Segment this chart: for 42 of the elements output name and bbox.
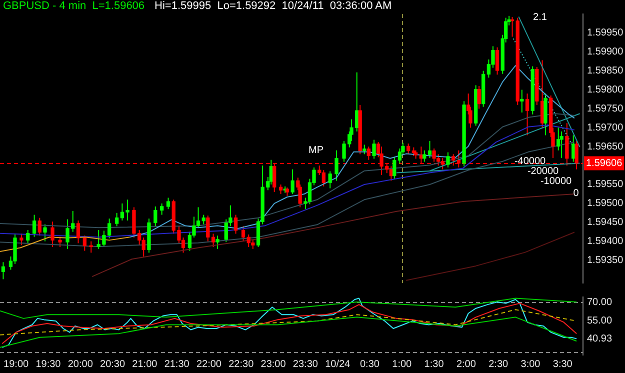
chart-title: GBPUSD - 4 min L=1.59606	[3, 0, 145, 12]
y-tick-label: 1.59900	[587, 46, 624, 58]
ref-line-label: 1.59606	[586, 158, 623, 170]
y-tick-label: 1.59350	[587, 255, 624, 266]
y-tick-label: 1.59800	[587, 84, 624, 96]
x-tick-label: 21:00	[132, 358, 158, 370]
x-tick-label: 10/24	[325, 358, 351, 370]
x-tick-label: 2:00	[456, 358, 476, 370]
x-tick-label: 0:30	[360, 358, 380, 370]
x-tick-label: 3:00	[520, 358, 541, 370]
y-tick-label: 1.59500	[587, 198, 624, 210]
x-tick-label: 22:30	[228, 358, 254, 370]
x-tick-label: 19:00	[4, 358, 30, 370]
y-tick-label: 1.59400	[587, 236, 624, 248]
x-tick-label: 23:30	[292, 358, 318, 370]
x-tick-label: 19:30	[36, 358, 62, 370]
y-tick-label: 70.00	[587, 296, 612, 308]
x-tick-label: 3:30	[552, 358, 573, 370]
x-tick-label: 20:30	[100, 358, 126, 370]
annotation: -10000	[540, 176, 572, 187]
y-tick-label: 1.59850	[587, 66, 624, 77]
annotation: -20000	[527, 166, 560, 177]
y-tick-label: 1.59950	[587, 28, 624, 39]
x-tick-label: 22:00	[196, 358, 222, 370]
chart-subtitle: Hi=1.59995 Lo=1.59292 10/24/11 03:36:00 AM	[154, 0, 392, 12]
x-tick-label: 20:00	[68, 358, 94, 370]
y-tick-label: 1.59700	[587, 122, 624, 134]
y-tick-label: 1.59550	[587, 179, 624, 190]
y-tick-label: 1.59450	[587, 217, 624, 228]
annotation: 0	[573, 188, 580, 199]
x-tick-label: 23:00	[260, 358, 286, 370]
annotation: 2.1	[533, 12, 548, 23]
y-tick-label: 1.59750	[587, 103, 624, 114]
y-tick-label: 55.00	[587, 316, 612, 327]
annotation: MP	[308, 144, 324, 156]
annotation: -40000	[514, 156, 546, 167]
x-tick-label: 21:30	[164, 358, 190, 370]
y-tick-label: 40.93	[587, 333, 612, 344]
x-tick-label: 2:30	[488, 358, 509, 370]
y-tick-label: 1.59650	[587, 141, 624, 152]
x-tick-label: 1:30	[424, 358, 444, 370]
x-tick-label: 1:00	[392, 358, 412, 370]
